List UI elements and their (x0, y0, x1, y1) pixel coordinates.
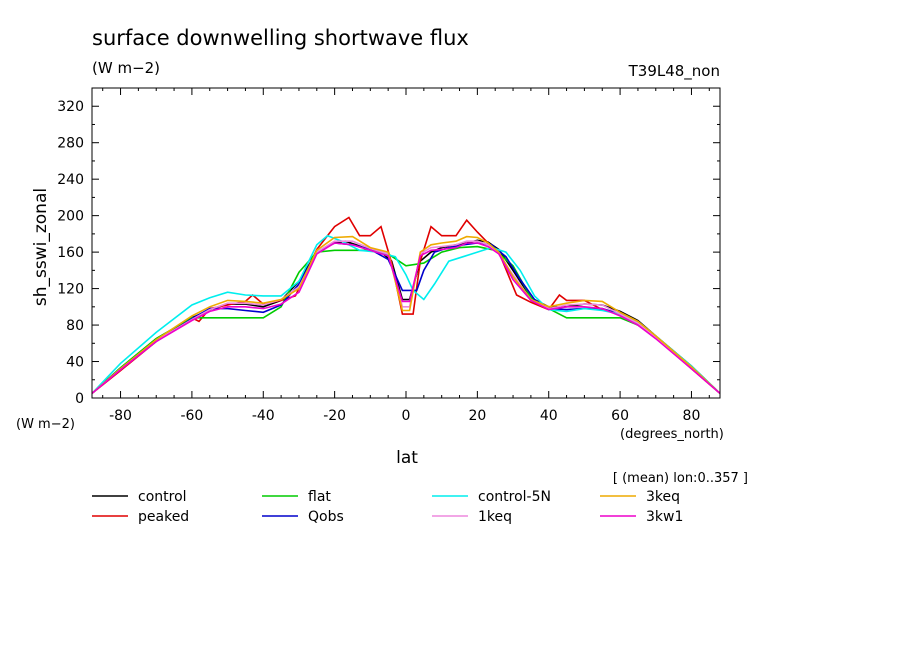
series-line-1keq (91, 240, 721, 395)
x-tick-label: 60 (611, 408, 629, 424)
series-line-control-5n (91, 234, 721, 394)
chart-title: surface downwelling shortwave flux (92, 26, 469, 50)
x-tick-label: -80 (109, 408, 132, 424)
plot-frame (91, 87, 721, 399)
x-tick-label: 20 (468, 408, 486, 424)
y-tick-label: 80 (66, 318, 84, 334)
legend-label: control (138, 489, 187, 505)
y-axis-units: (W m−2) (16, 417, 75, 432)
y-tick-label: 240 (57, 172, 84, 188)
x-tick-label: -60 (180, 408, 203, 424)
y-tick-label: 160 (57, 245, 84, 261)
y-tick-label: 40 (66, 355, 84, 371)
y-tick-label: 280 (57, 136, 84, 152)
axes-layer: -80 -60 -40 -20 0 20 40 60 80 0 40 80 120 160 200 240 28… (57, 88, 720, 424)
series-line-3kw1 (91, 242, 721, 395)
series-line-flat (91, 245, 721, 394)
run-label: T39L48_non (628, 62, 720, 81)
legend-label: peaked (138, 509, 189, 525)
legend: control peaked flat Qobs control-5N 1keq 3keq 3… (92, 489, 683, 525)
y-axis-label: sh_sswi_zonal (31, 188, 51, 306)
title-units: (W m−2) (92, 59, 160, 77)
y-tick-label: 120 (57, 282, 84, 298)
legend-label: 3kw1 (646, 509, 683, 525)
x-tick-label: -20 (323, 408, 346, 424)
legend-label: control-5N (478, 489, 551, 505)
x-tick-label: 0 (402, 408, 411, 424)
legend-label: 3keq (646, 489, 680, 505)
averaging-annotation: [ (mean) lon:0..357 ] (613, 471, 748, 486)
legend-label: flat (308, 489, 331, 505)
x-axis-units: (degrees_north) (620, 427, 724, 442)
legend-label: Qobs (308, 509, 344, 525)
y-tick-label: 0 (75, 391, 84, 407)
y-tick-label: 320 (57, 99, 84, 115)
legend-label: 1keq (478, 509, 512, 525)
series-line-3keq (91, 235, 721, 395)
series-line-peaked (91, 216, 721, 395)
x-tick-label: 40 (540, 408, 558, 424)
y-tick-label: 200 (57, 209, 84, 225)
x-tick-label: 80 (683, 408, 701, 424)
x-axis-label: lat (396, 448, 418, 468)
x-tick-label: -40 (252, 408, 275, 424)
series-layer (91, 216, 721, 395)
